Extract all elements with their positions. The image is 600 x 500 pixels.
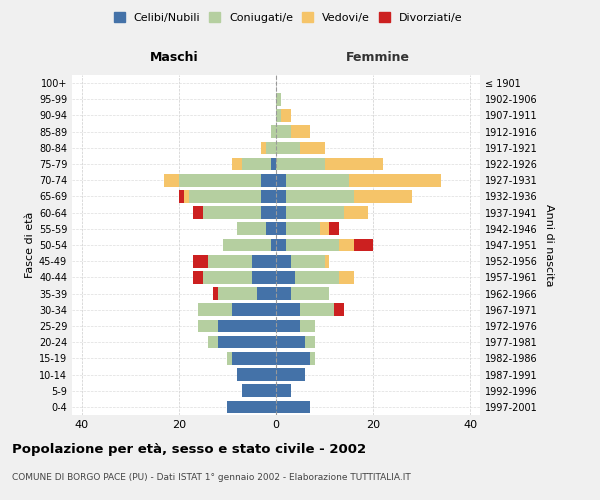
Bar — [188, 190, 262, 202]
Bar — [223, 238, 271, 252]
Bar — [276, 174, 286, 186]
Bar — [242, 158, 271, 170]
Text: COMUNE DI BORGO PACE (PU) - Dati ISTAT 1° gennaio 2002 - Elaborazione TUTTITALIA: COMUNE DI BORGO PACE (PU) - Dati ISTAT 1… — [12, 472, 411, 482]
Bar — [286, 222, 320, 235]
Bar — [276, 400, 310, 413]
Bar — [339, 271, 354, 283]
Bar — [310, 352, 315, 364]
Bar — [305, 336, 315, 348]
Bar — [276, 109, 281, 122]
Bar — [257, 288, 276, 300]
Bar — [276, 93, 281, 106]
Bar — [271, 158, 276, 170]
Bar — [262, 206, 276, 219]
Bar — [290, 255, 325, 268]
Bar — [193, 206, 203, 219]
Bar — [266, 222, 276, 235]
Bar — [349, 174, 441, 186]
Bar — [290, 126, 310, 138]
Bar — [276, 222, 286, 235]
Bar — [354, 190, 412, 202]
Bar — [290, 288, 329, 300]
Bar — [184, 190, 188, 202]
Bar — [354, 238, 373, 252]
Bar — [193, 255, 208, 268]
Bar — [232, 352, 276, 364]
Bar — [276, 336, 305, 348]
Bar — [198, 320, 218, 332]
Bar — [300, 304, 334, 316]
Legend: Celibi/Nubili, Coniugati/e, Vedovi/e, Divorziati/e: Celibi/Nubili, Coniugati/e, Vedovi/e, Di… — [109, 8, 467, 28]
Bar — [262, 190, 276, 202]
Bar — [276, 255, 290, 268]
Bar — [218, 320, 276, 332]
Bar — [252, 255, 276, 268]
Bar — [276, 142, 300, 154]
Bar — [227, 400, 276, 413]
Bar — [276, 190, 286, 202]
Bar — [271, 126, 276, 138]
Text: Femmine: Femmine — [346, 50, 410, 64]
Bar — [271, 238, 276, 252]
Bar — [295, 271, 339, 283]
Bar — [276, 288, 290, 300]
Bar — [262, 142, 266, 154]
Bar — [300, 142, 325, 154]
Bar — [179, 174, 262, 186]
Y-axis label: Fasce di età: Fasce di età — [25, 212, 35, 278]
Bar — [262, 174, 276, 186]
Bar — [281, 109, 290, 122]
Bar — [276, 368, 305, 381]
Bar — [227, 352, 232, 364]
Bar — [179, 190, 184, 202]
Bar — [218, 288, 257, 300]
Bar — [334, 304, 344, 316]
Bar — [193, 271, 203, 283]
Bar — [237, 368, 276, 381]
Bar — [276, 304, 300, 316]
Bar — [198, 304, 232, 316]
Bar — [329, 222, 339, 235]
Bar — [325, 255, 329, 268]
Bar — [325, 158, 383, 170]
Bar — [286, 190, 354, 202]
Bar — [213, 288, 218, 300]
Bar — [276, 271, 295, 283]
Bar — [276, 352, 310, 364]
Bar — [344, 206, 368, 219]
Y-axis label: Anni di nascita: Anni di nascita — [544, 204, 554, 286]
Bar — [164, 174, 179, 186]
Bar — [232, 304, 276, 316]
Bar — [252, 271, 276, 283]
Bar — [339, 238, 354, 252]
Bar — [208, 255, 252, 268]
Bar — [276, 206, 286, 219]
Bar — [203, 206, 262, 219]
Bar — [266, 142, 276, 154]
Bar — [203, 271, 252, 283]
Bar — [286, 238, 339, 252]
Bar — [208, 336, 218, 348]
Bar — [218, 336, 276, 348]
Bar — [286, 206, 344, 219]
Bar — [276, 320, 300, 332]
Bar — [320, 222, 329, 235]
Bar — [276, 238, 286, 252]
Bar — [237, 222, 266, 235]
Bar — [286, 174, 349, 186]
Text: Maschi: Maschi — [149, 50, 199, 64]
Bar — [242, 384, 276, 397]
Bar — [300, 320, 315, 332]
Bar — [276, 384, 290, 397]
Bar — [232, 158, 242, 170]
Bar — [276, 126, 290, 138]
Text: Popolazione per età, sesso e stato civile - 2002: Popolazione per età, sesso e stato civil… — [12, 442, 366, 456]
Bar — [276, 158, 325, 170]
